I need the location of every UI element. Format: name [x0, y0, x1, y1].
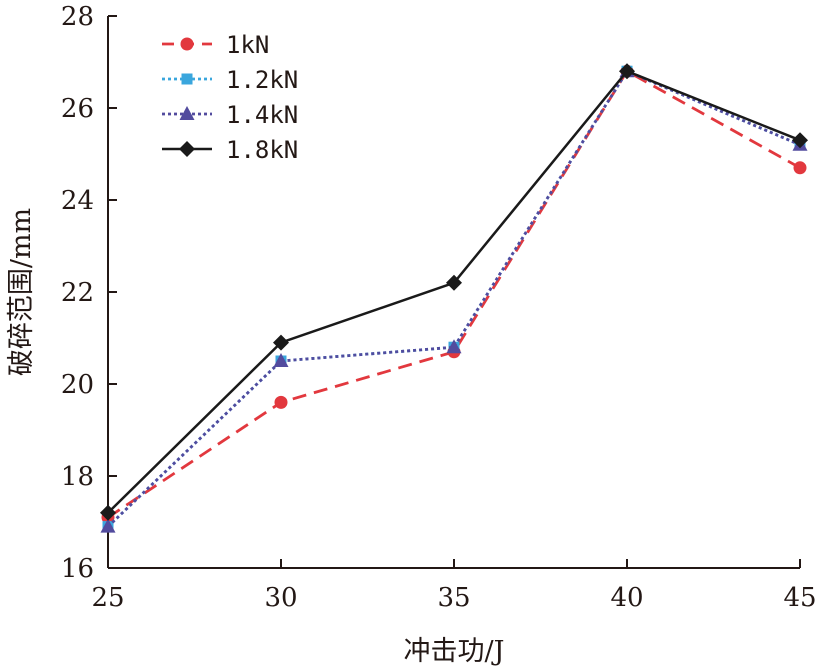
legend-entry: 1.4kN	[162, 101, 298, 129]
legend-label: 1.4kN	[226, 101, 298, 129]
y-tick-label: 26	[61, 94, 94, 124]
series-2	[100, 63, 808, 533]
series-line	[107, 69, 801, 514]
y-tick-label: 28	[61, 2, 94, 32]
legend-marker	[179, 141, 195, 157]
x-tick-label: 40	[610, 583, 643, 613]
data-point	[446, 274, 462, 291]
data-point	[446, 339, 462, 354]
data-point	[274, 395, 288, 409]
y-ticks: 16 18 20 22 24 26 28	[61, 2, 117, 584]
legend-marker	[179, 106, 195, 120]
x-ticks: 25 30 35 40 45	[91, 559, 817, 613]
series-line	[107, 69, 801, 519]
x-axis-title: 冲击功/J	[404, 636, 505, 667]
legend-entry: 1.8kN	[162, 136, 298, 164]
x-tick-label: 25	[91, 583, 124, 613]
data-point	[619, 63, 635, 80]
series-layer	[100, 63, 808, 533]
data-point	[273, 353, 289, 367]
legend-label: 1.8kN	[226, 136, 298, 164]
legend-label: 1kN	[226, 31, 269, 59]
data-point	[100, 518, 116, 533]
y-axis-title: 破碎范围/mm	[6, 208, 37, 376]
legend: 1kN 1.2kN 1.4kN 1.8kN	[162, 31, 298, 164]
x-tick-label: 35	[437, 583, 470, 613]
data-point	[792, 132, 808, 149]
data-point	[793, 161, 807, 175]
data-point	[273, 334, 289, 351]
series-1	[102, 65, 806, 533]
y-tick-label: 24	[61, 186, 94, 216]
y-tick-label: 20	[61, 370, 94, 400]
legend-marker	[181, 73, 193, 85]
legend-marker	[180, 37, 194, 51]
data-point	[100, 504, 116, 521]
y-tick-label: 16	[61, 554, 94, 584]
legend-entry: 1.2kN	[162, 66, 298, 94]
y-tick-label: 22	[61, 278, 94, 308]
series-line	[107, 69, 801, 528]
legend-entry: 1kN	[162, 31, 269, 59]
series-line	[107, 69, 801, 528]
x-tick-label: 30	[264, 583, 297, 613]
legend-label: 1.2kN	[226, 66, 298, 94]
series-0	[101, 64, 807, 524]
series-3	[100, 63, 808, 521]
x-tick-label: 45	[783, 583, 816, 613]
y-tick-label: 18	[61, 462, 94, 492]
